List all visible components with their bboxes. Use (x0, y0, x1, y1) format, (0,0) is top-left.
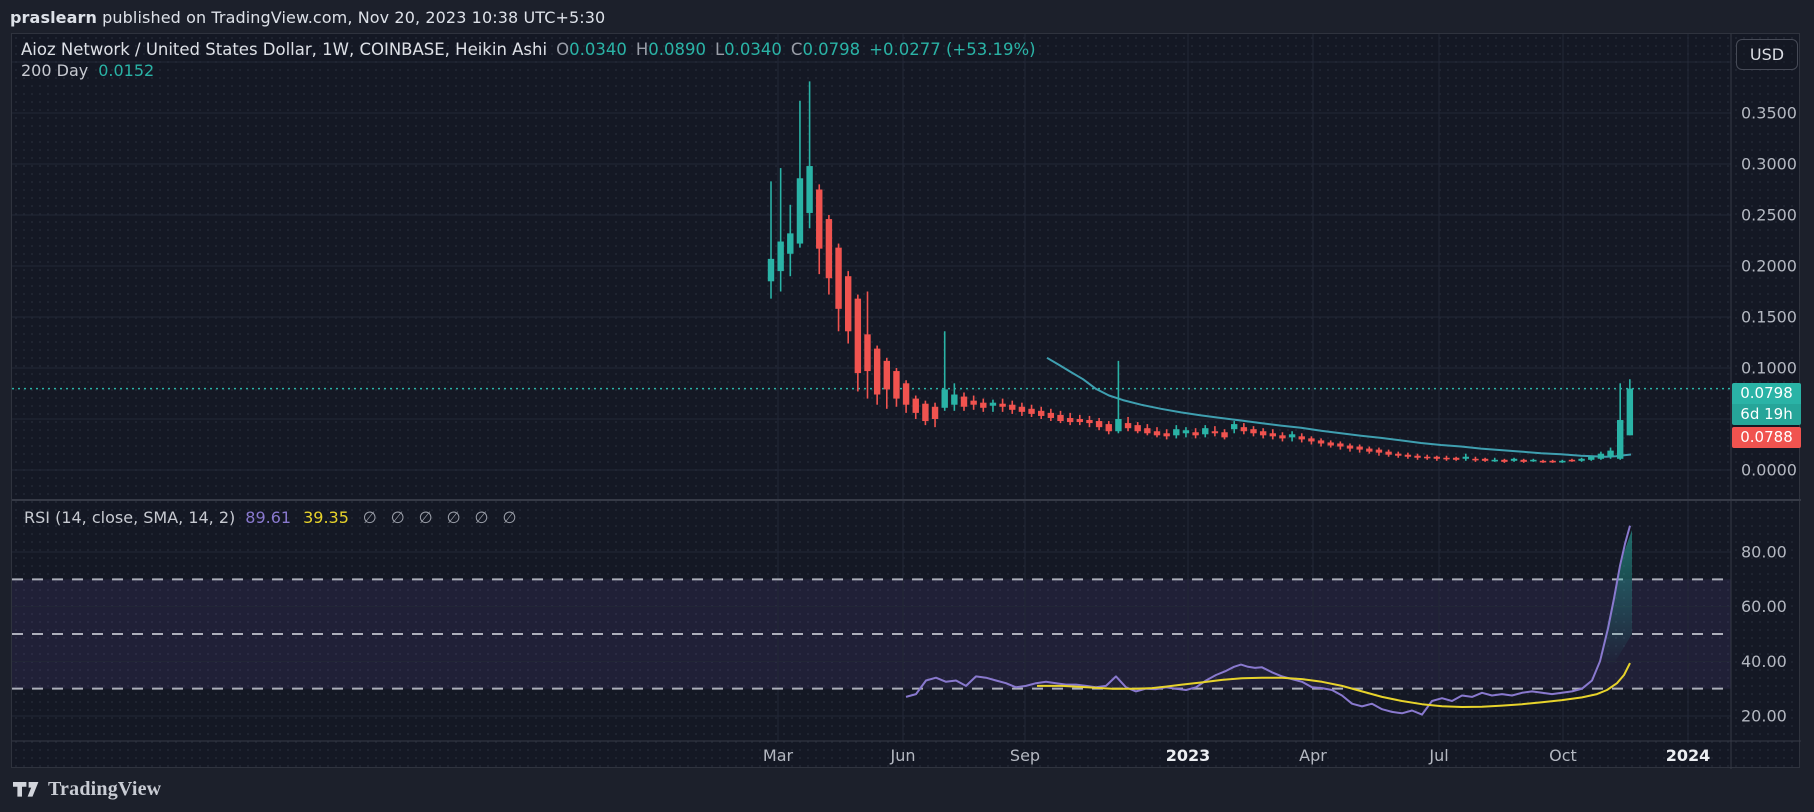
svg-text:0.3500: 0.3500 (1741, 104, 1797, 123)
empty-set-icon: ∅ (446, 508, 461, 527)
open-value: 0.0340 (569, 40, 627, 59)
svg-text:0.1500: 0.1500 (1741, 308, 1797, 327)
low-value: 0.0340 (724, 40, 782, 59)
candlestick-series (767, 81, 1634, 463)
ma200-line (1046, 356, 1632, 458)
empty-set-icon: ∅ (362, 508, 377, 527)
ma200-legend-row: 200 Day 0.0152 (21, 61, 1036, 81)
svg-text:0.2000: 0.2000 (1741, 257, 1797, 276)
gridlines (12, 34, 1731, 741)
rsi-dashed-levels (12, 578, 1731, 690)
chart-plot-area[interactable]: 0.3500 0.3000 0.2500 0.2000 0.1500 0.1000 0.00… (12, 34, 1801, 769)
svg-text:0.0000: 0.0000 (1741, 461, 1797, 480)
open-label: O (556, 40, 570, 59)
empty-set-icon: ∅ (390, 508, 405, 527)
close-value: 0.0798 (802, 40, 861, 59)
svg-text:80.00: 80.00 (1741, 543, 1787, 562)
publisher-username: praslearn (10, 8, 97, 27)
tradingview-footer-logo[interactable]: TradingView (13, 778, 161, 801)
publish-info-text: published on TradingView.com, Nov 20, 20… (96, 8, 606, 27)
svg-text:Jun: Jun (890, 746, 916, 765)
bar-countdown: 6d 19h (1732, 404, 1801, 425)
svg-text:40.00: 40.00 (1741, 652, 1787, 671)
ma200-label: 200 Day (21, 61, 89, 80)
symbol-header: Aioz Network / United States Dollar, 1W,… (21, 40, 1036, 81)
tradingview-logo-icon (13, 782, 39, 797)
svg-text:60.00: 60.00 (1741, 597, 1787, 616)
svg-text:0.1000: 0.1000 (1741, 359, 1797, 378)
prev-close-badge: 0.0788 (1732, 427, 1801, 448)
time-axis[interactable]: Mar Jun Sep 2023 Apr Jul Oct 2024 (763, 746, 1710, 765)
price-axis[interactable]: 0.3500 0.3000 0.2500 0.2000 0.1500 0.1000 0.00… (1741, 104, 1797, 726)
symbol-title-row: Aioz Network / United States Dollar, 1W,… (21, 40, 1036, 60)
empty-set-icon: ∅ (474, 508, 489, 527)
currency-toggle-button[interactable]: USD (1736, 39, 1798, 70)
rsi-sma-line (1037, 662, 1631, 708)
low-label: L (714, 40, 725, 59)
svg-text:20.00: 20.00 (1741, 707, 1787, 726)
tradingview-logo-text: TradingView (48, 778, 162, 800)
high-value: 0.0890 (648, 40, 706, 59)
rsi-title: RSI (14, close, SMA, 14, 2) (24, 508, 236, 527)
rsi-value: 89.61 (245, 508, 292, 527)
svg-text:2023: 2023 (1166, 746, 1211, 765)
svg-text:0.2500: 0.2500 (1741, 206, 1797, 225)
change-value: +0.0277 (+53.19%) (869, 40, 1036, 59)
empty-set-icon: ∅ (418, 508, 433, 527)
svg-text:2024: 2024 (1666, 746, 1711, 765)
pane-dividers (12, 34, 1801, 769)
close-label: C (790, 40, 803, 59)
svg-text:Oct: Oct (1549, 746, 1577, 765)
svg-text:Mar: Mar (763, 746, 794, 765)
ma200-value: 0.0152 (98, 61, 155, 80)
rsi-line (905, 525, 1631, 716)
symbol-title: Aioz Network / United States Dollar, 1W,… (21, 40, 548, 59)
rsi-sma-value: 39.35 (303, 508, 349, 527)
last-price-value: 0.0798 (1740, 384, 1793, 402)
svg-text:Sep: Sep (1010, 746, 1040, 765)
high-label: H (635, 40, 649, 59)
svg-text:Jul: Jul (1428, 746, 1448, 765)
last-price-badge: 0.0798 6d 19h (1732, 383, 1801, 425)
svg-text:0.3000: 0.3000 (1741, 155, 1797, 174)
svg-text:Apr: Apr (1299, 746, 1327, 765)
rsi-legend: RSI (14, close, SMA, 14, 2) 89.61 39.35 ∅ ∅ ∅… (24, 508, 517, 527)
publish-info-bar: praslearn published on TradingView.com, … (10, 8, 605, 27)
chart-container: Aioz Network / United States Dollar, 1W,… (11, 33, 1801, 769)
empty-set-icon: ∅ (502, 508, 517, 527)
